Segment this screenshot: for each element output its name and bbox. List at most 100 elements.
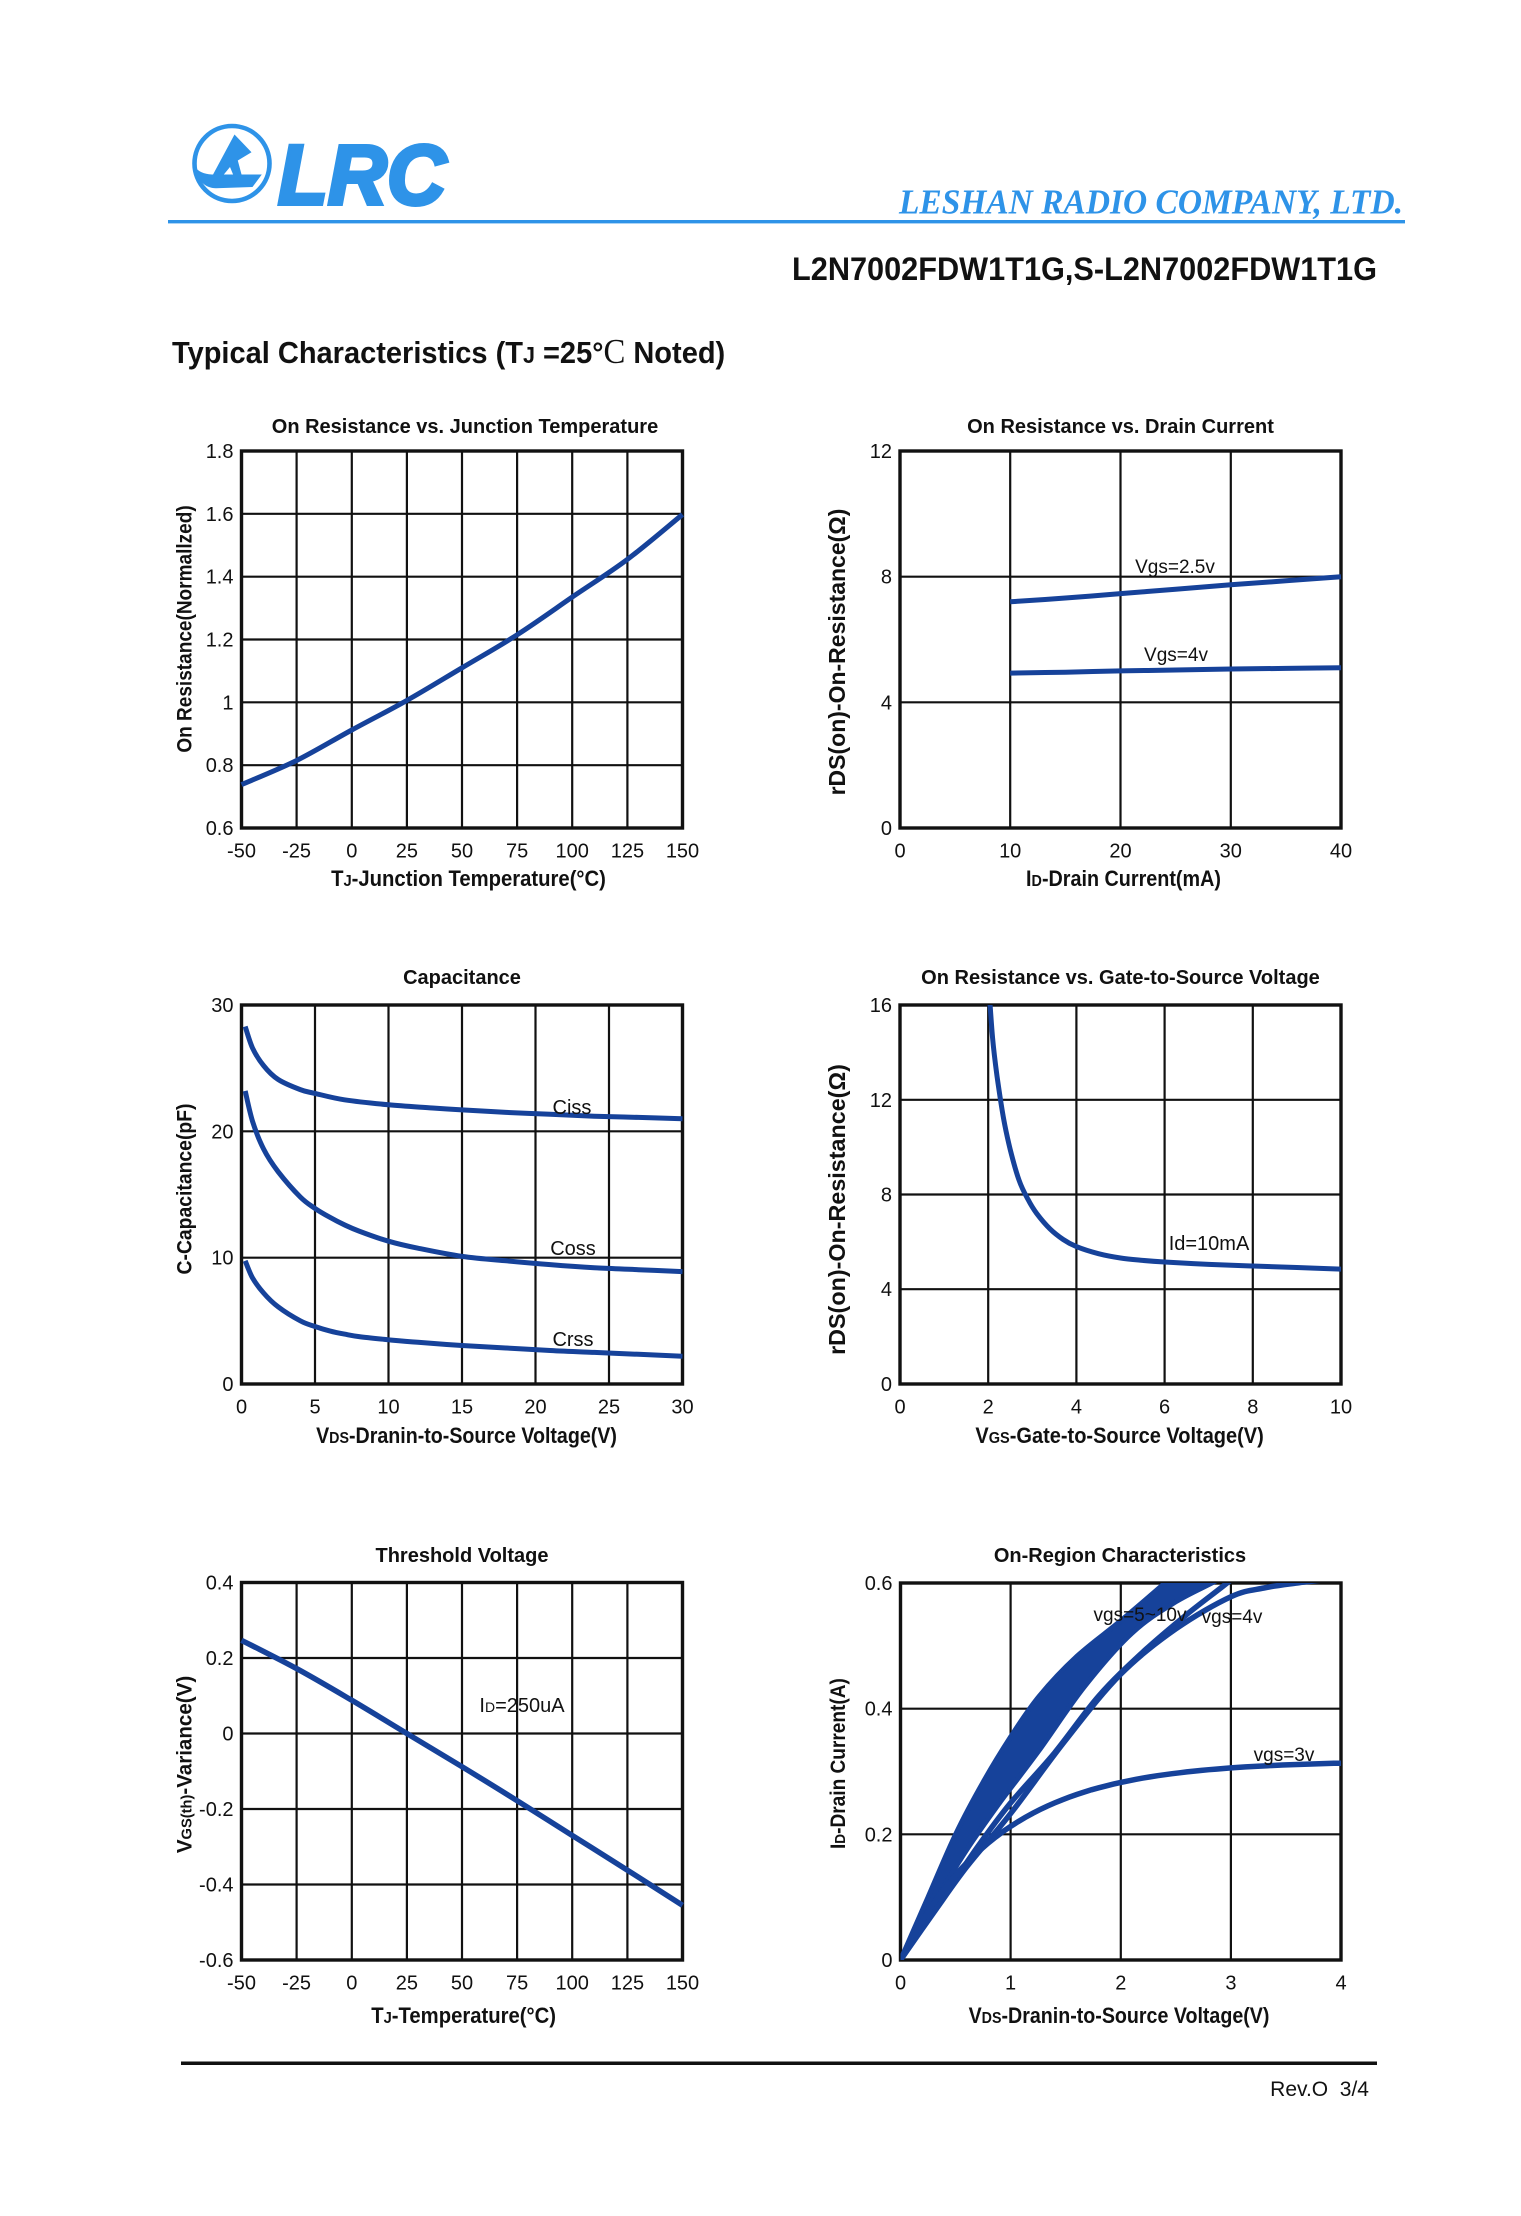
svg-text:0: 0 bbox=[222, 1374, 233, 1396]
svg-text:4: 4 bbox=[881, 692, 892, 714]
svg-text:50: 50 bbox=[451, 1973, 473, 1995]
svg-text:16: 16 bbox=[870, 995, 892, 1017]
svg-text:1: 1 bbox=[1005, 1973, 1016, 1995]
svg-text:20: 20 bbox=[211, 1121, 233, 1143]
svg-text:TJ-Temperature(°C): TJ-Temperature(°C) bbox=[371, 2004, 556, 2028]
svg-text:rDS(on)-On-Resistance(Ω): rDS(on)-On-Resistance(Ω) bbox=[824, 1064, 850, 1355]
svg-text:8: 8 bbox=[881, 1185, 892, 1207]
svg-text:0.4: 0.4 bbox=[865, 1699, 893, 1721]
svg-text:25: 25 bbox=[396, 1973, 418, 1995]
svg-text:20: 20 bbox=[524, 1397, 546, 1419]
svg-text:0.6: 0.6 bbox=[206, 818, 234, 840]
svg-text:1.6: 1.6 bbox=[206, 504, 234, 526]
svg-text:12: 12 bbox=[870, 1090, 892, 1112]
svg-text:-0.2: -0.2 bbox=[199, 1799, 233, 1821]
svg-text:Crss: Crss bbox=[552, 1329, 593, 1351]
svg-text:30: 30 bbox=[1220, 841, 1242, 863]
svg-text:Ciss: Ciss bbox=[553, 1097, 592, 1119]
svg-text:VGS(th)-Variance(V): VGS(th)-Variance(V) bbox=[173, 1676, 196, 1853]
svg-text:75: 75 bbox=[506, 841, 528, 863]
svg-text:100: 100 bbox=[556, 841, 589, 863]
svg-text:2: 2 bbox=[1115, 1973, 1126, 1995]
svg-text:-50: -50 bbox=[227, 1973, 256, 1995]
svg-text:On Resistance vs. Drain Curren: On Resistance vs. Drain Current bbox=[967, 416, 1274, 438]
svg-text:Id=10mA: Id=10mA bbox=[1169, 1233, 1250, 1255]
svg-text:Threshold Voltage: Threshold Voltage bbox=[376, 1545, 549, 1567]
svg-text:0.2: 0.2 bbox=[865, 1824, 893, 1846]
svg-text:0: 0 bbox=[236, 1397, 247, 1419]
svg-text:125: 125 bbox=[611, 841, 644, 863]
svg-text:Vgs=2.5v: Vgs=2.5v bbox=[1135, 557, 1215, 578]
svg-text:TJ-Junction Temperature(°C): TJ-Junction Temperature(°C) bbox=[331, 867, 606, 891]
svg-text:Vgs=4v: Vgs=4v bbox=[1144, 645, 1208, 666]
svg-text:5: 5 bbox=[309, 1397, 320, 1419]
svg-text:Capacitance: Capacitance bbox=[403, 967, 521, 989]
svg-text:C-Capacitance(pF): C-Capacitance(pF) bbox=[174, 1104, 197, 1275]
svg-text:0: 0 bbox=[895, 1973, 906, 1995]
svg-text:4: 4 bbox=[1071, 1397, 1082, 1419]
svg-text:30: 30 bbox=[671, 1397, 693, 1419]
svg-text:On Resistance vs. Junction Tem: On Resistance vs. Junction Temperature bbox=[272, 416, 658, 438]
svg-text:20: 20 bbox=[1109, 841, 1131, 863]
svg-text:0.4: 0.4 bbox=[206, 1573, 234, 1595]
svg-text:0: 0 bbox=[346, 841, 357, 863]
svg-text:0.8: 0.8 bbox=[206, 755, 234, 777]
svg-text:-0.4: -0.4 bbox=[199, 1875, 233, 1897]
svg-text:3: 3 bbox=[1225, 1973, 1236, 1995]
svg-text:On Resistance vs. Gate-to-Sour: On Resistance vs. Gate-to-Source Voltage bbox=[921, 967, 1320, 989]
svg-text:6: 6 bbox=[1159, 1397, 1170, 1419]
svg-text:-0.6: -0.6 bbox=[199, 1950, 233, 1972]
svg-text:ID-Drain Current(A): ID-Drain Current(A) bbox=[827, 1678, 850, 1849]
svg-text:0.6: 0.6 bbox=[865, 1573, 893, 1595]
svg-text:ID=250uA: ID=250uA bbox=[479, 1695, 565, 1717]
svg-text:ID-Drain Current(mA): ID-Drain Current(mA) bbox=[1026, 867, 1221, 891]
svg-text:8: 8 bbox=[1247, 1397, 1258, 1419]
svg-text:25: 25 bbox=[598, 1397, 620, 1419]
svg-text:15: 15 bbox=[451, 1397, 473, 1419]
svg-text:1: 1 bbox=[222, 692, 233, 714]
svg-text:1.4: 1.4 bbox=[206, 567, 234, 589]
svg-text:VDS-Dranin-to-Source Voltage(V: VDS-Dranin-to-Source Voltage(V) bbox=[969, 2004, 1270, 2028]
svg-text:75: 75 bbox=[506, 1973, 528, 1995]
svg-text:-25: -25 bbox=[282, 1973, 311, 1995]
svg-text:150: 150 bbox=[666, 1973, 699, 1995]
svg-text:0: 0 bbox=[894, 841, 905, 863]
svg-text:-25: -25 bbox=[282, 841, 311, 863]
svg-text:Typical Characteristics (TJ =2: Typical Characteristics (TJ =25°C Noted) bbox=[172, 333, 725, 371]
svg-text:10: 10 bbox=[1330, 1397, 1352, 1419]
svg-text:4: 4 bbox=[881, 1279, 892, 1301]
svg-text:0: 0 bbox=[346, 1973, 357, 1995]
svg-text:On-Region Characteristics: On-Region Characteristics bbox=[994, 1545, 1246, 1567]
svg-text:Coss: Coss bbox=[550, 1238, 596, 1260]
svg-text:10: 10 bbox=[999, 841, 1021, 863]
svg-text:vgs=5~10v: vgs=5~10v bbox=[1094, 1605, 1187, 1626]
svg-text:12: 12 bbox=[870, 441, 892, 463]
svg-text:2: 2 bbox=[983, 1397, 994, 1419]
svg-text:VGS-Gate-to-Source Voltage(V): VGS-Gate-to-Source Voltage(V) bbox=[975, 1424, 1263, 1448]
svg-text:LESHAN RADIO COMPANY, LTD.: LESHAN RADIO COMPANY, LTD. bbox=[898, 183, 1403, 222]
svg-text:4: 4 bbox=[1335, 1973, 1346, 1995]
svg-text:0: 0 bbox=[881, 1950, 892, 1972]
svg-text:1.8: 1.8 bbox=[206, 441, 234, 463]
svg-text:On Resistance(Normallzed): On Resistance(Normallzed) bbox=[174, 505, 197, 752]
svg-text:vgs=4v: vgs=4v bbox=[1202, 1607, 1263, 1628]
svg-text:125: 125 bbox=[611, 1973, 644, 1995]
svg-text:0: 0 bbox=[894, 1397, 905, 1419]
svg-text:0.2: 0.2 bbox=[206, 1648, 234, 1670]
svg-text:rDS(on)-On-Resistance(Ω): rDS(on)-On-Resistance(Ω) bbox=[824, 509, 850, 796]
svg-text:L2N7002FDW1T1G,S-L2N7002FDW1T1: L2N7002FDW1T1G,S-L2N7002FDW1T1G bbox=[792, 251, 1377, 287]
svg-text:100: 100 bbox=[556, 1973, 589, 1995]
svg-text:10: 10 bbox=[377, 1397, 399, 1419]
svg-text:150: 150 bbox=[666, 841, 699, 863]
svg-text:25: 25 bbox=[396, 841, 418, 863]
svg-text:-50: -50 bbox=[227, 841, 256, 863]
svg-text:0: 0 bbox=[222, 1724, 233, 1746]
svg-text:50: 50 bbox=[451, 841, 473, 863]
svg-text:0: 0 bbox=[881, 1374, 892, 1396]
svg-text:Rev.O 3/4: Rev.O 3/4 bbox=[1270, 2078, 1369, 2101]
svg-text:1.2: 1.2 bbox=[206, 630, 234, 652]
svg-text:8: 8 bbox=[881, 567, 892, 589]
svg-text:10: 10 bbox=[211, 1248, 233, 1270]
svg-text:VDS-Dranin-to-Source Voltage(V: VDS-Dranin-to-Source Voltage(V) bbox=[316, 1424, 617, 1448]
svg-text:0: 0 bbox=[881, 818, 892, 840]
